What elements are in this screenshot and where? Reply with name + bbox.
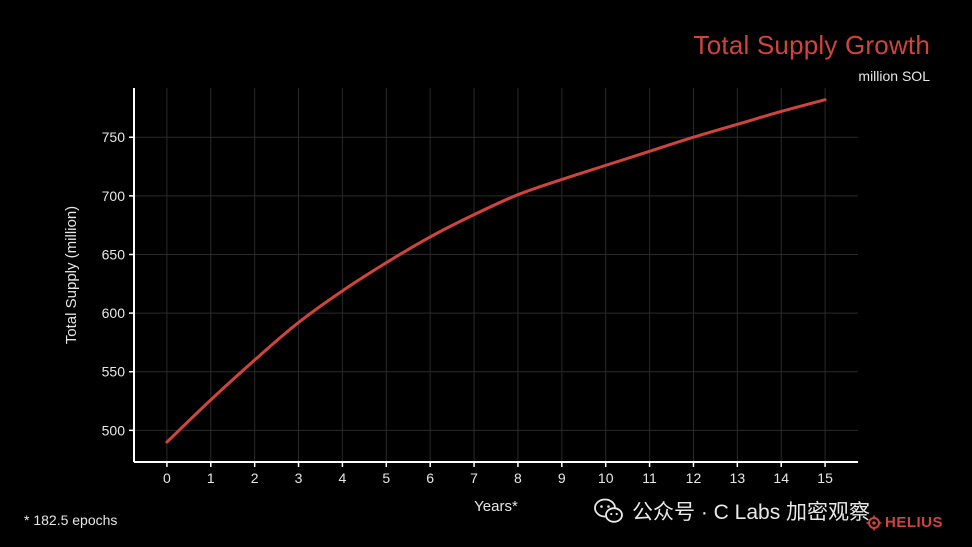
x-tick-label: 10 bbox=[598, 470, 614, 486]
x-tick-label: 15 bbox=[817, 470, 833, 486]
grid-lines bbox=[134, 88, 858, 462]
x-tick-label: 13 bbox=[730, 470, 746, 486]
footnote: * 182.5 epochs bbox=[24, 512, 118, 528]
x-tick-label: 12 bbox=[686, 470, 702, 486]
watermark: 公众号 · C Labs 加密观察 bbox=[594, 496, 870, 526]
x-tick-label: 14 bbox=[773, 470, 789, 486]
x-tick-label: 2 bbox=[251, 470, 259, 486]
chart-subtitle: million SOL bbox=[858, 68, 930, 84]
x-tick-label: 0 bbox=[163, 470, 171, 486]
y-tick-label: 600 bbox=[102, 305, 126, 321]
y-tick-label: 650 bbox=[102, 246, 126, 262]
y-tick-label: 700 bbox=[102, 188, 126, 204]
y-axis-ticks: 500 550 600 650 700 750 bbox=[102, 129, 134, 438]
y-tick-label: 500 bbox=[102, 422, 126, 438]
x-tick-label: 6 bbox=[426, 470, 434, 486]
chart-title: Total Supply Growth bbox=[693, 30, 930, 60]
x-tick-label: 3 bbox=[295, 470, 303, 486]
x-axis-ticks: 0 1 2 3 4 5 6 7 8 9 10 11 12 13 14 15 bbox=[163, 462, 833, 486]
helius-logo-icon bbox=[866, 515, 882, 530]
watermark-text: 公众号 · C Labs 加密观察 bbox=[632, 501, 871, 524]
y-tick-label: 750 bbox=[102, 129, 126, 145]
supply-line bbox=[165, 98, 827, 444]
x-tick-label: 7 bbox=[470, 470, 478, 486]
x-tick-label: 1 bbox=[207, 470, 215, 486]
x-tick-label: 11 bbox=[642, 470, 657, 486]
x-tick-label: 9 bbox=[558, 470, 566, 486]
x-tick-label: 5 bbox=[382, 470, 390, 486]
axes bbox=[133, 88, 858, 463]
y-tick-label: 550 bbox=[102, 364, 126, 380]
series-group bbox=[165, 98, 827, 444]
brand: HELIUS bbox=[866, 514, 943, 531]
x-tick-label: 8 bbox=[514, 470, 522, 486]
x-tick-label: 4 bbox=[339, 470, 347, 486]
wechat-icon bbox=[594, 498, 623, 523]
brand-text: HELIUS bbox=[885, 514, 944, 531]
x-axis-title: Years* bbox=[474, 498, 518, 515]
y-axis-title: Total Supply (million) bbox=[63, 206, 80, 344]
